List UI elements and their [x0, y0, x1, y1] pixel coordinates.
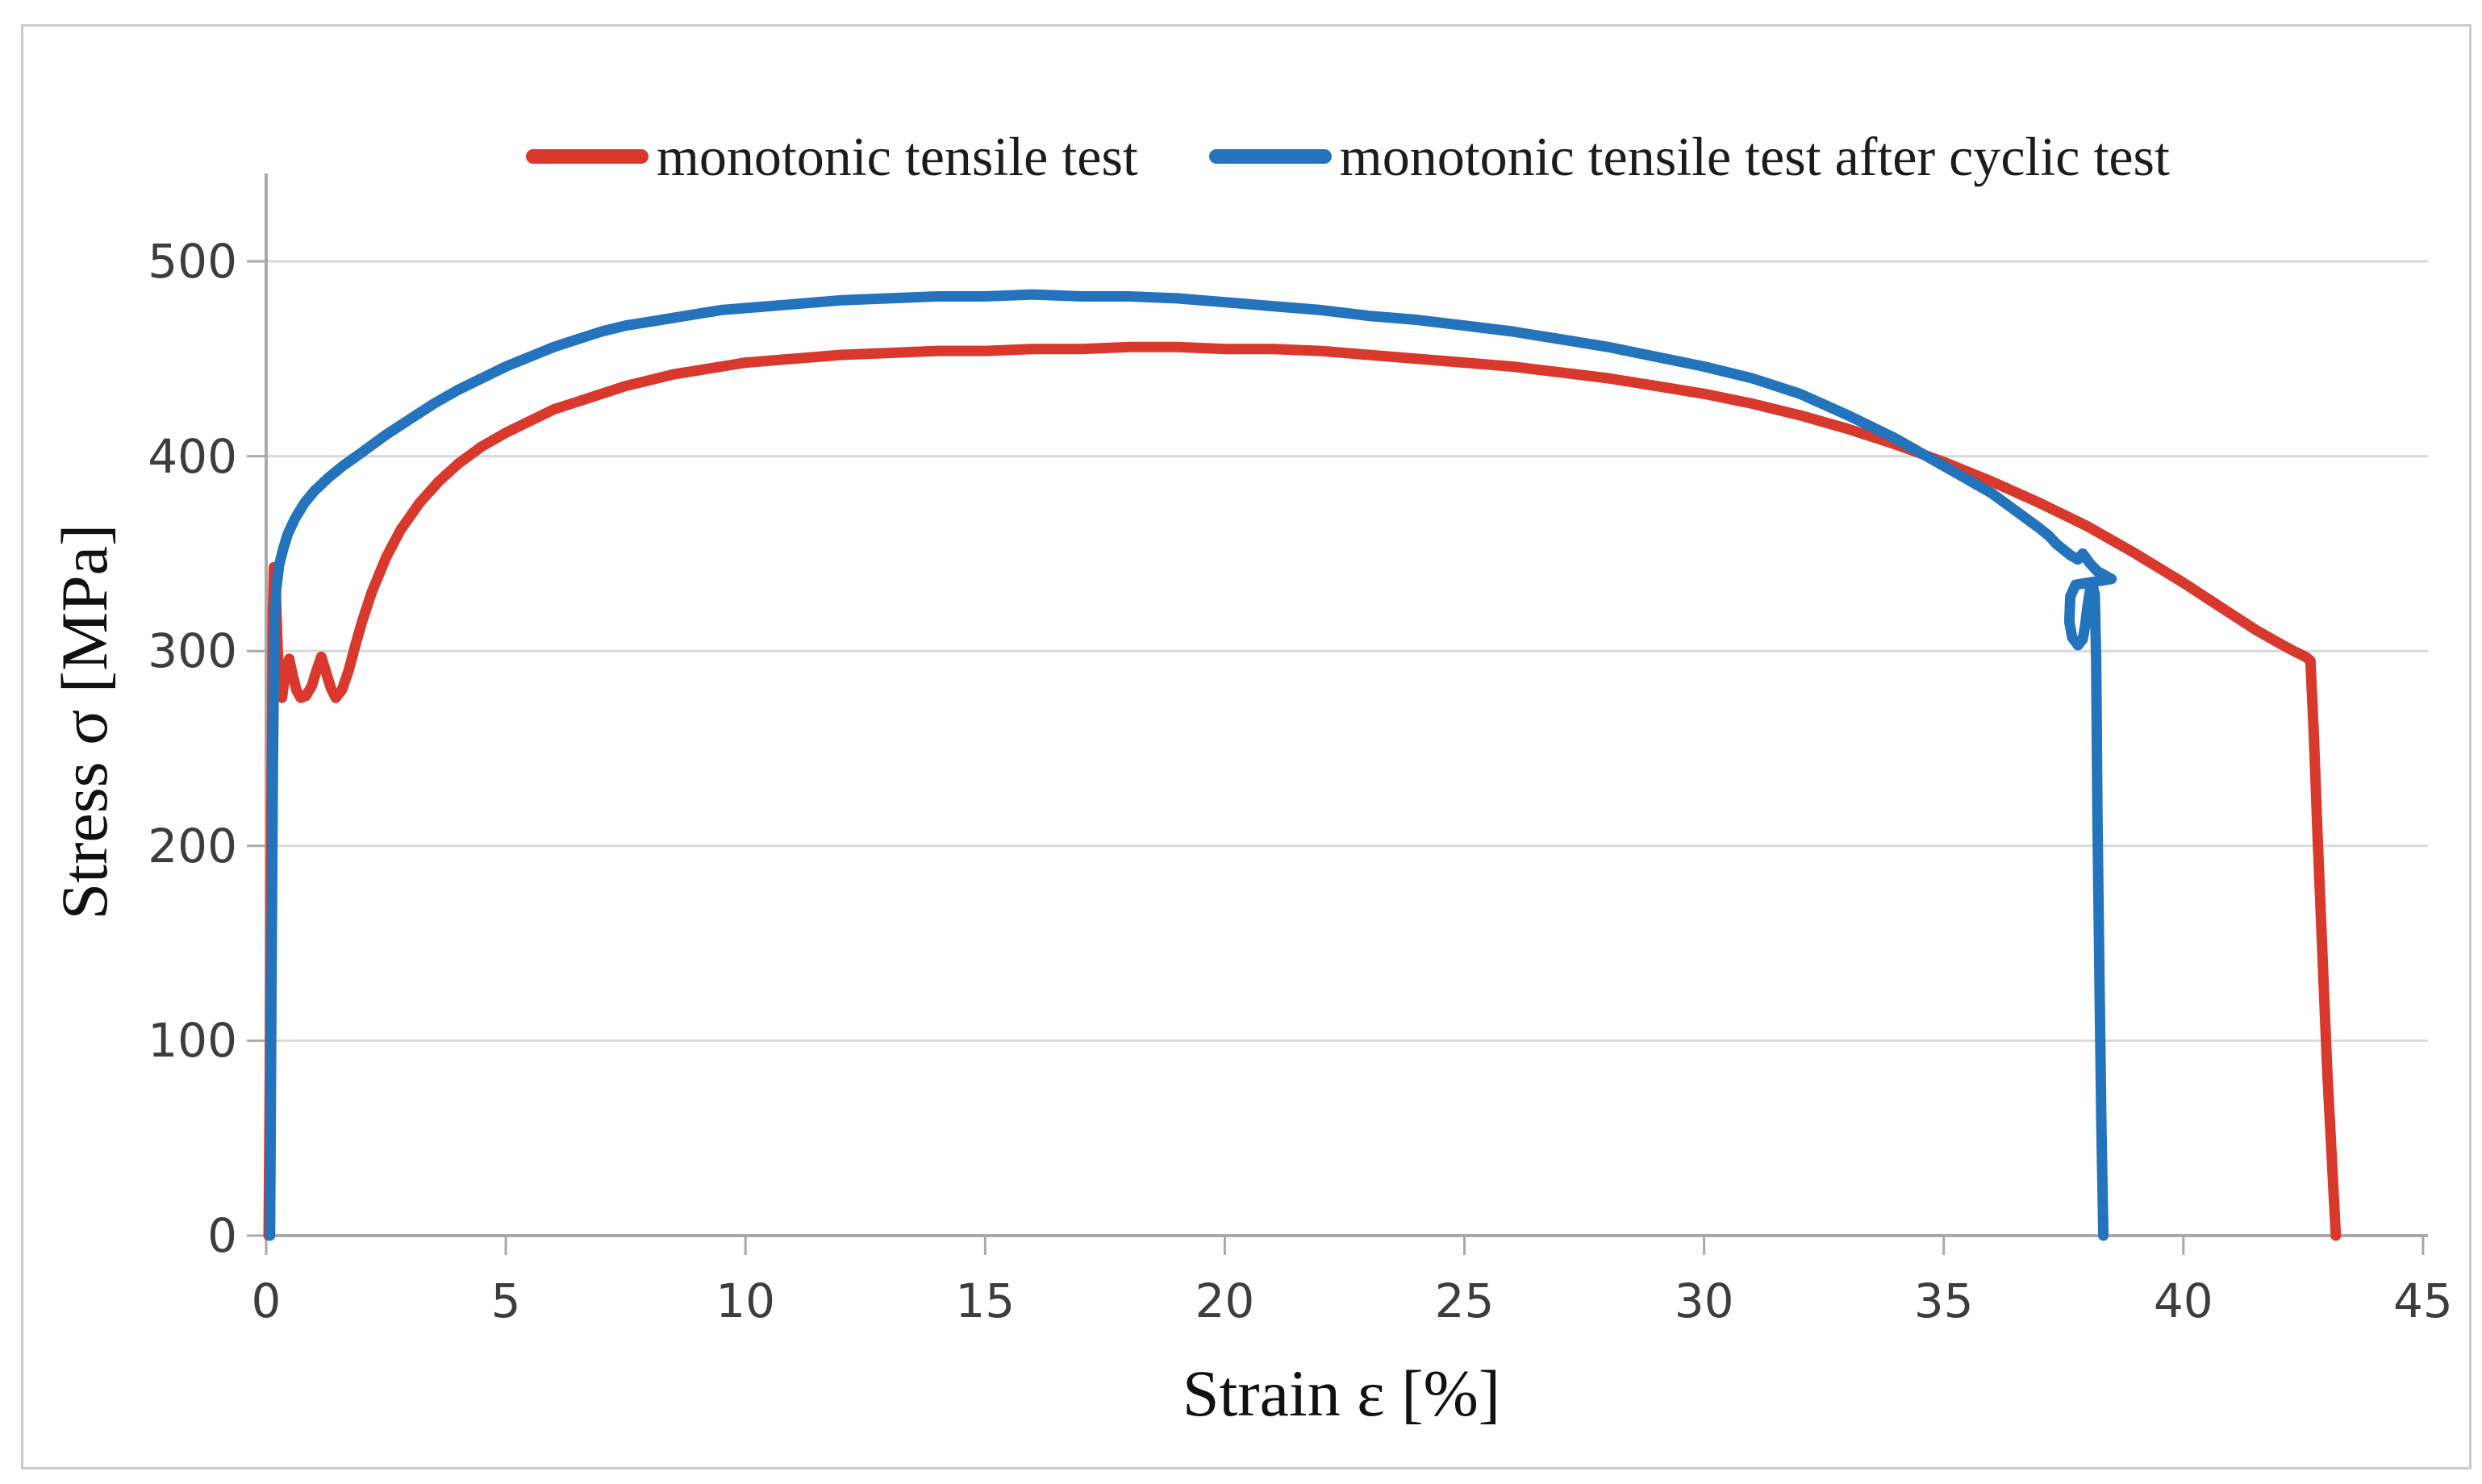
- legend-marker-monotonic-icon: [526, 149, 649, 164]
- series-layer: [263, 289, 2342, 1241]
- legend-item-monotonic: monotonic tensile test: [526, 126, 1138, 187]
- legend-label-after-cyclic: monotonic tensile test after cyclic test: [1339, 126, 2170, 187]
- legend-item-after-cyclic: monotonic tensile test after cyclic test: [1208, 126, 2170, 187]
- legend: monotonic tensile test monotonic tensile…: [526, 126, 2170, 187]
- legend-marker-after-cyclic-icon: [1208, 149, 1332, 164]
- y-axis-title: Stress σ [MPa]: [48, 523, 121, 920]
- figure-border: [21, 24, 2472, 1469]
- x-axis-title: Strain ε [%]: [1182, 1357, 1501, 1430]
- series-line-monotonic: [263, 341, 2342, 1241]
- series-line-after-cyclic: [265, 289, 2117, 1241]
- legend-label-monotonic: monotonic tensile test: [657, 126, 1138, 187]
- gridlines-layer: [266, 260, 2428, 1042]
